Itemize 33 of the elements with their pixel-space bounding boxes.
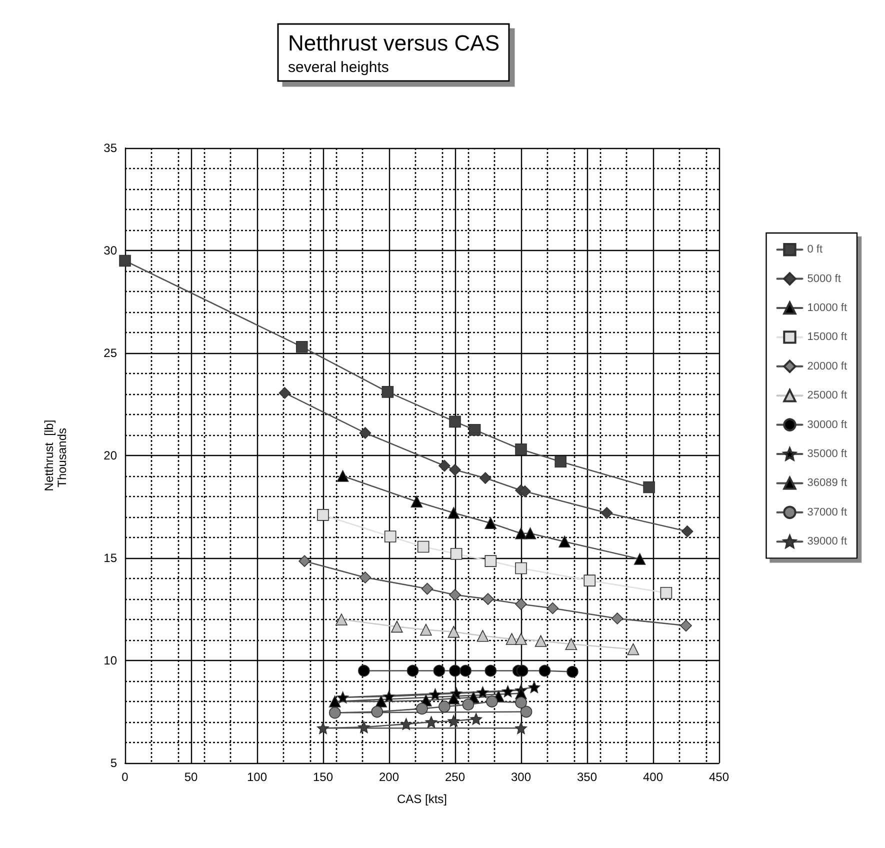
- x-tick-label: 100: [246, 770, 268, 784]
- x-tick-label: 50: [184, 770, 198, 784]
- x-tick-label: 250: [444, 770, 466, 784]
- y-tick-label: 25: [104, 346, 118, 360]
- x-tick-label: 150: [312, 770, 334, 784]
- x-tick-label: 0: [122, 770, 129, 784]
- y-axis-title: Netthrust [lb]: [42, 420, 56, 492]
- legend-label: 36089 ft: [807, 477, 848, 490]
- legend-label: 15000 ft: [807, 331, 848, 344]
- legend-label: 25000 ft: [807, 390, 848, 402]
- legend-label: 5000 ft: [807, 272, 841, 285]
- y-tick-label: 15: [104, 551, 118, 565]
- x-tick-label: 450: [708, 770, 730, 784]
- x-tick-label: 300: [510, 770, 532, 784]
- legend-label: 39000 ft: [807, 536, 848, 548]
- y-tick-label: 10: [104, 654, 118, 668]
- legend-label: 30000 ft: [807, 418, 848, 431]
- x-axis-title: CAS [kts]: [396, 792, 448, 806]
- legend-label: 35000 ft: [807, 448, 848, 460]
- y-tick-label: 30: [104, 244, 118, 258]
- chart-subtitle: several heights: [288, 59, 389, 76]
- y-tick-label: 20: [104, 448, 118, 462]
- legend-label: 0 ft: [807, 244, 823, 256]
- text: Thousands: [55, 428, 69, 488]
- legend-label: 10000 ft: [807, 302, 848, 314]
- x-tick-label: 350: [576, 770, 598, 784]
- y-tick-label: 5: [110, 756, 118, 770]
- y-tick-label: 35: [104, 141, 118, 155]
- legend-label: 20000 ft: [807, 360, 848, 372]
- x-tick-label: 200: [378, 770, 400, 784]
- chart-title: Netthrust versus CAS: [288, 30, 500, 56]
- x-tick-label: 400: [642, 770, 664, 784]
- legend-label: 37000 ft: [807, 506, 848, 518]
